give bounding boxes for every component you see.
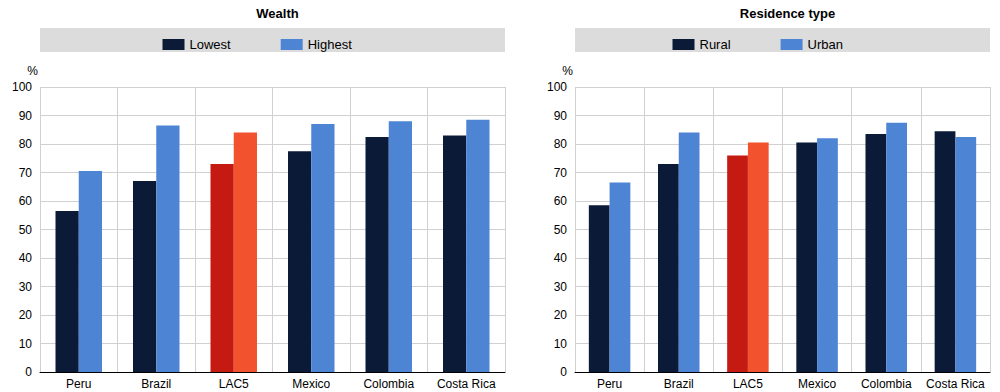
svg-text:Mexico: Mexico xyxy=(798,377,836,391)
svg-text:LAC5: LAC5 xyxy=(219,377,249,391)
svg-text:Peru: Peru xyxy=(66,377,91,391)
svg-text:0: 0 xyxy=(25,365,32,379)
svg-text:Wealth: Wealth xyxy=(256,6,298,21)
svg-text:80: 80 xyxy=(19,137,33,151)
svg-text:40: 40 xyxy=(19,251,33,265)
svg-text:30: 30 xyxy=(554,280,568,294)
svg-text:50: 50 xyxy=(554,223,568,237)
svg-text:Brazil: Brazil xyxy=(141,377,171,391)
svg-text:20: 20 xyxy=(554,308,568,322)
svg-text:Lowest: Lowest xyxy=(190,37,232,52)
svg-text:Costa Rica: Costa Rica xyxy=(926,377,985,391)
svg-text:10: 10 xyxy=(554,337,568,351)
svg-text:90: 90 xyxy=(19,109,33,123)
svg-text:50: 50 xyxy=(19,223,33,237)
svg-text:100: 100 xyxy=(12,80,32,94)
svg-text:Residence type: Residence type xyxy=(740,6,835,21)
svg-text:%: % xyxy=(27,64,38,78)
svg-text:Peru: Peru xyxy=(597,377,622,391)
svg-text:Colombia: Colombia xyxy=(861,377,912,391)
svg-text:Mexico: Mexico xyxy=(292,377,330,391)
svg-text:Colombia: Colombia xyxy=(363,377,414,391)
svg-text:60: 60 xyxy=(554,194,568,208)
svg-text:Rural: Rural xyxy=(700,37,731,52)
svg-text:70: 70 xyxy=(19,166,33,180)
svg-text:70: 70 xyxy=(554,166,568,180)
svg-text:60: 60 xyxy=(19,194,33,208)
svg-text:20: 20 xyxy=(19,308,33,322)
svg-text:0: 0 xyxy=(560,365,567,379)
svg-text:100: 100 xyxy=(547,80,567,94)
svg-text:Costa Rica: Costa Rica xyxy=(437,377,496,391)
svg-text:40: 40 xyxy=(554,251,568,265)
svg-text:Brazil: Brazil xyxy=(664,377,694,391)
svg-text:30: 30 xyxy=(19,280,33,294)
svg-text:80: 80 xyxy=(554,137,568,151)
svg-text:10: 10 xyxy=(19,337,33,351)
svg-text:Highest: Highest xyxy=(308,37,352,52)
svg-text:%: % xyxy=(562,64,573,78)
svg-text:90: 90 xyxy=(554,109,568,123)
svg-text:LAC5: LAC5 xyxy=(733,377,763,391)
svg-text:Urban: Urban xyxy=(808,37,843,52)
